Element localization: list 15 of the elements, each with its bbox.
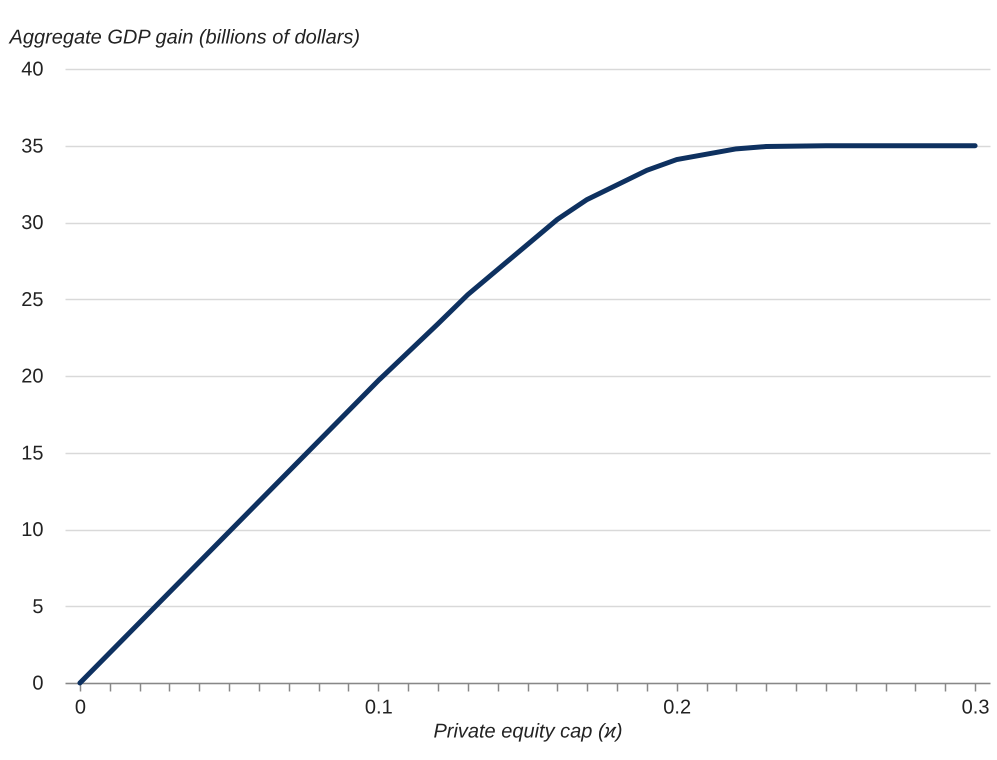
- y-tick-label: 35: [21, 135, 44, 158]
- x-tick-label: 0.1: [364, 696, 393, 718]
- y-tick-label: 30: [21, 212, 44, 234]
- y-tick-label: 15: [21, 442, 44, 464]
- y-tick-label: 20: [21, 366, 44, 388]
- y-tick-label: 40: [21, 58, 44, 80]
- x-axis-title: Private equity cap (ϰ): [433, 720, 623, 742]
- y-tick-label: 25: [21, 288, 44, 311]
- x-tick-label: 0: [74, 696, 86, 718]
- x-tick-label: 0.2: [663, 696, 692, 718]
- y-tick-label: 5: [32, 596, 44, 618]
- y-axis-title: Aggregate GDP gain (billions of dollars): [8, 26, 360, 48]
- y-tick-label: 10: [21, 519, 44, 541]
- y-tick-label: 0: [32, 672, 44, 694]
- x-tick-label: 0.3: [962, 696, 990, 718]
